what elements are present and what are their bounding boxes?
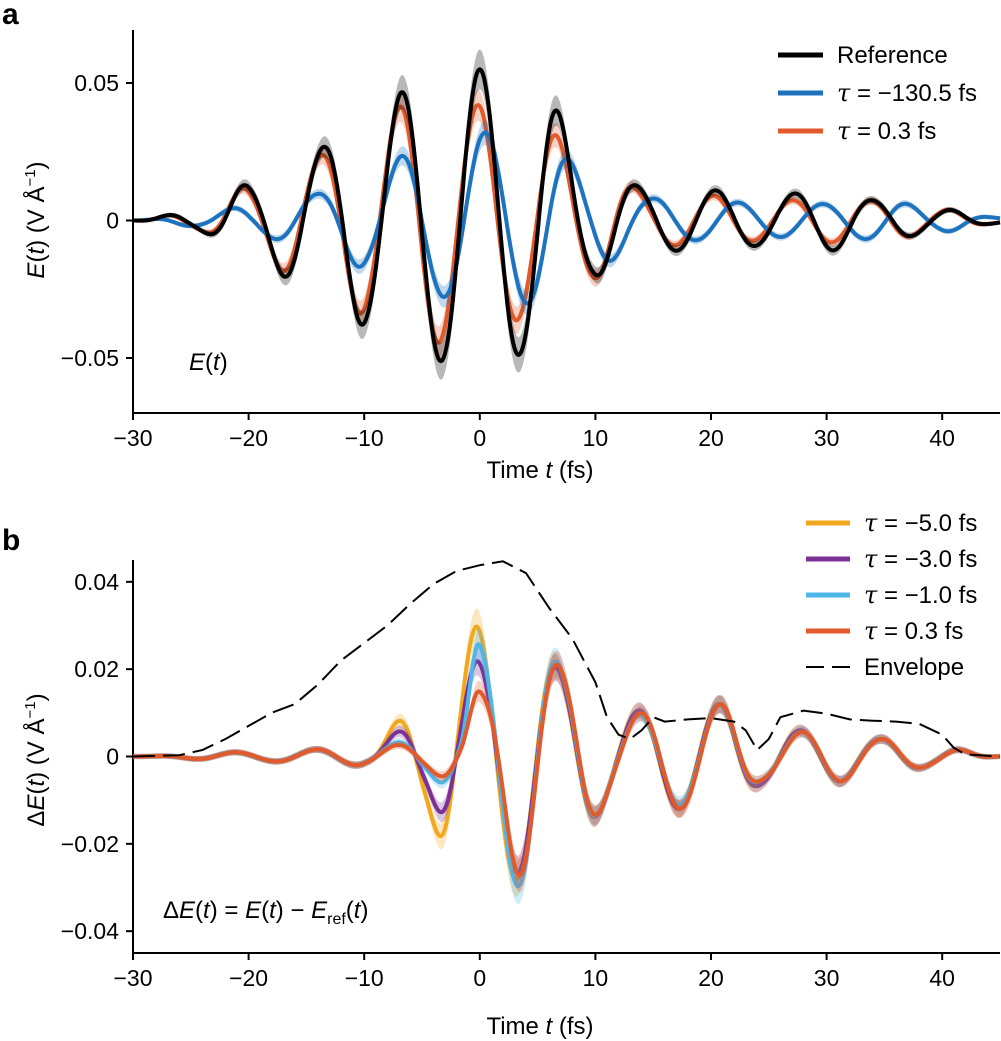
panel-b-y-tick-label: 0.04: [74, 569, 119, 595]
panel-a-x-ticks: −30 −20 −10 0 10 20 30 40: [113, 413, 955, 451]
panel-b-legend-item-envelope: Envelope: [806, 654, 964, 681]
panel-label-a: a: [2, 0, 19, 31]
panel-a-annotation: E(t): [189, 349, 228, 376]
panel-b-y-tick-label: −0.04: [61, 918, 119, 944]
panel-a-x-tick-label: 40: [929, 425, 955, 451]
panel-a-legend-item-0.3-fs: τ = 0.3 fs: [778, 117, 936, 145]
panel-b-x-tick-label: −20: [229, 965, 268, 991]
panel-b-chart: b −30 −20 −10 0 10 20 30 40 0.04 0.02 0 −0.02 −0.04…: [2, 509, 1001, 1040]
panel-b-legend-item-5.0-fs: τ = −5.0 fs: [806, 509, 977, 537]
panel-b-series-line-envelope: [132, 560, 1001, 758]
panel-a-x-axis-title: Time t (fs): [486, 457, 593, 484]
panel-a-x-tick-label: −20: [229, 425, 268, 451]
panel-a-series-band-0.3-fs: [133, 89, 1000, 359]
panel-a-x-tick-label: 20: [698, 425, 724, 451]
panel-a-y-tick-label: 0: [106, 208, 119, 234]
panel-b-y-tick-label: 0.02: [74, 656, 119, 682]
panel-b-annotation: ΔE(t) = E(t) − Eref(t): [163, 897, 368, 928]
panel-b-legend-label: τ = −1.0 fs: [864, 581, 977, 609]
panel-b-series-band-5.0-fs: [133, 608, 1000, 898]
panel-a-legend: Reference τ = −130.5 fs τ = 0.3 fs: [778, 42, 977, 145]
panel-b-x-tick-label: 30: [814, 965, 840, 991]
panel-b-x-tick-label: −30: [113, 965, 152, 991]
panel-a-chart: a −30 −20 −10 0 10 20 30 40 0.05 0 −0.05 Time t (…: [2, 0, 1001, 484]
panel-a-x-tick-label: 30: [814, 425, 840, 451]
panel-b-x-tick-label: 10: [583, 965, 609, 991]
panel-b-legend-label: Envelope: [864, 654, 964, 681]
panel-b-y-axis-title: ΔE(t) (V Å−1): [22, 693, 50, 826]
panel-a-legend-item-reference: Reference: [778, 42, 948, 69]
panel-a-x-tick-label: −10: [345, 425, 384, 451]
panel-b-x-tick-label: −10: [345, 965, 384, 991]
panel-a-x-tick-label: 0: [473, 425, 486, 451]
panel-b-series: [132, 560, 1001, 905]
panel-a-y-axis-title: E(t) (V Å−1): [22, 161, 50, 278]
panel-a-legend-item-130.5-fs: τ = −130.5 fs: [778, 79, 977, 107]
panel-b-y-tick-label: 0: [106, 744, 119, 770]
panel-b-legend-label: τ = 0.3 fs: [864, 617, 963, 645]
panel-b-x-tick-label: 0: [473, 965, 486, 991]
panel-a-x-tick-label: 10: [583, 425, 609, 451]
panel-b-legend-item-1.0-fs: τ = −1.0 fs: [806, 581, 977, 609]
panel-a-series: [132, 49, 1001, 380]
panel-b-x-ticks: −30 −20 −10 0 10 20 30 40: [113, 953, 955, 991]
panel-b-y-tick-label: −0.02: [61, 831, 119, 857]
panel-a-legend-label: τ = −130.5 fs: [837, 79, 977, 107]
panel-b-series-band-0.3-fs: [133, 651, 1000, 893]
panel-b-legend: τ = −5.0 fs τ = −3.0 fs τ = −1.0 fs τ = 0.3…: [806, 509, 977, 681]
panel-b-x-tick-label: 20: [698, 965, 724, 991]
panel-b-legend-item-0.3-fs: τ = 0.3 fs: [806, 617, 963, 645]
panel-a-legend-label: Reference: [837, 42, 948, 69]
panel-b-y-ticks: 0.04 0.02 0 −0.02 −0.04: [61, 569, 133, 944]
panel-a-x-tick-label: −30: [113, 425, 152, 451]
panel-a-y-tick-label: −0.05: [61, 345, 119, 371]
panel-a-legend-label: τ = 0.3 fs: [837, 117, 936, 145]
panel-b-series-line-0.3-fs: [132, 662, 1001, 878]
panel-b-legend-label: τ = −3.0 fs: [864, 545, 977, 573]
panel-label-b: b: [2, 524, 20, 557]
panel-b-x-tick-label: 40: [929, 965, 955, 991]
panel-a-series-line-reference: [132, 67, 1001, 364]
panel-b-x-axis-title: Time t (fs): [486, 1013, 593, 1040]
panel-a-y-tick-label: 0.05: [74, 70, 119, 96]
panel-b-legend-label: τ = −5.0 fs: [864, 509, 977, 537]
panel-a-y-ticks: 0.05 0 −0.05: [61, 70, 133, 371]
panel-b-legend-item-3.0-fs: τ = −3.0 fs: [806, 545, 977, 573]
